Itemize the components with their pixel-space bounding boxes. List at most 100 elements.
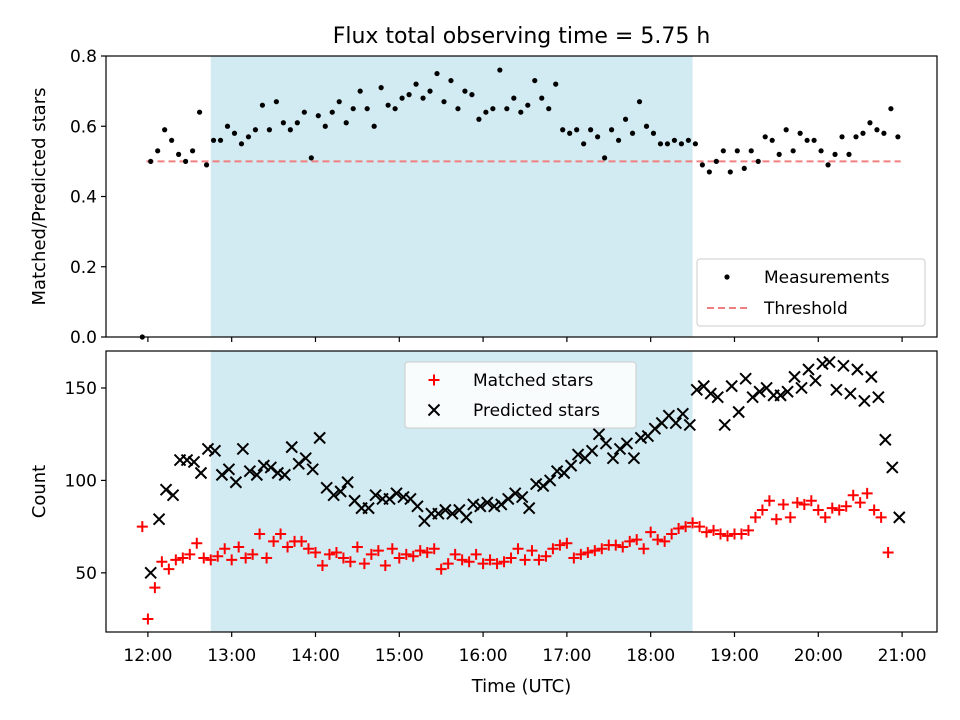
measurement-point bbox=[895, 134, 901, 140]
matched-star-point bbox=[254, 528, 266, 540]
predicted-star-point bbox=[292, 457, 305, 470]
measurement-point bbox=[685, 137, 691, 143]
predicted-star-point bbox=[648, 422, 662, 435]
legend-box bbox=[696, 258, 926, 327]
matched-star-point bbox=[854, 497, 866, 509]
predicted-star-point bbox=[564, 459, 578, 472]
measurement-point bbox=[546, 106, 552, 112]
y-tick-label: 100 bbox=[65, 471, 97, 491]
legend-threshold-label: Threshold bbox=[763, 299, 848, 319]
measurement-point bbox=[469, 92, 475, 98]
measurement-point bbox=[699, 162, 705, 168]
measurement-point bbox=[867, 120, 873, 126]
matched-star-point bbox=[330, 547, 342, 559]
predicted-star-point bbox=[334, 485, 347, 498]
matched-star-point bbox=[749, 511, 761, 523]
measurement-point bbox=[364, 106, 370, 112]
measurement-point bbox=[238, 141, 245, 147]
y-tick-label: 50 bbox=[75, 564, 97, 584]
measurement-point bbox=[301, 109, 307, 115]
measurement-point bbox=[217, 137, 224, 143]
matched-star-point bbox=[777, 498, 789, 510]
predicted-star-point bbox=[781, 385, 794, 398]
measurement-point bbox=[762, 134, 768, 140]
predicted-star-point bbox=[369, 488, 382, 502]
measurement-point bbox=[567, 130, 573, 136]
predicted-star-point bbox=[467, 498, 480, 511]
y-tick-label: 0.2 bbox=[70, 258, 97, 278]
matched-star-point bbox=[233, 541, 245, 553]
matched-star-point bbox=[372, 545, 384, 557]
matched-star-point bbox=[561, 537, 573, 549]
x-tick-label: 14:00 bbox=[291, 646, 340, 666]
measurement-point bbox=[308, 155, 314, 161]
predicted-star-point bbox=[599, 437, 613, 450]
measurement-point bbox=[588, 127, 594, 133]
predicted-star-point bbox=[180, 453, 194, 467]
legend-predicted-label: Predicted stars bbox=[473, 401, 600, 421]
predicted-star-point bbox=[362, 501, 375, 515]
predicted-star-point bbox=[397, 490, 410, 504]
measurement-point bbox=[280, 120, 286, 126]
matched-star-point bbox=[170, 554, 182, 566]
predicted-star-point bbox=[502, 492, 515, 506]
measurement-point bbox=[692, 141, 698, 147]
bottom-y-ticks: 50 100 150 bbox=[65, 379, 106, 584]
matched-star-point bbox=[582, 547, 594, 559]
predicted-star-point bbox=[432, 507, 445, 520]
predicted-star-point bbox=[788, 370, 801, 384]
predicted-star-point bbox=[774, 389, 787, 402]
measurement-point bbox=[155, 148, 161, 154]
predicted-star-point bbox=[851, 363, 864, 376]
measurement-point bbox=[860, 130, 866, 136]
predicted-star-point bbox=[739, 372, 752, 385]
matched-star-point bbox=[136, 521, 148, 533]
measurement-point bbox=[804, 137, 810, 143]
measurement-point bbox=[888, 106, 894, 112]
predicted-star-point bbox=[872, 391, 885, 404]
matched-star-point bbox=[226, 554, 238, 566]
matched-star-point bbox=[589, 545, 601, 557]
legend-box bbox=[404, 361, 637, 429]
measurement-point bbox=[671, 137, 678, 143]
matched-star-point bbox=[512, 543, 524, 555]
measurement-point bbox=[245, 134, 252, 140]
measurement-point bbox=[476, 116, 482, 122]
observing-window-shade-top bbox=[210, 56, 693, 337]
matched-star-point bbox=[763, 495, 775, 507]
measurement-point bbox=[294, 120, 300, 126]
matched-star-point bbox=[205, 554, 217, 566]
matched-star-point bbox=[526, 545, 538, 557]
bottom-axes-frame bbox=[105, 350, 938, 633]
measurement-point bbox=[818, 148, 824, 154]
measurement-point bbox=[846, 151, 852, 157]
measurement-point bbox=[203, 162, 210, 168]
measurement-point bbox=[518, 109, 524, 115]
predicted-star-point bbox=[809, 374, 822, 387]
matched-star-point bbox=[631, 534, 643, 546]
measurement-point bbox=[608, 127, 615, 133]
matched-star-point bbox=[470, 548, 482, 560]
matched-star-point bbox=[149, 582, 161, 594]
matched-star-point bbox=[819, 511, 831, 523]
predicted-star-point bbox=[446, 507, 459, 520]
predicted-star-point bbox=[383, 492, 396, 506]
measurement-point bbox=[343, 120, 349, 126]
x-tick-label: 15:00 bbox=[375, 646, 424, 666]
measurement-point bbox=[371, 123, 377, 129]
matched-star-point bbox=[694, 521, 706, 533]
predicted-star-point bbox=[271, 466, 284, 480]
measurement-point bbox=[748, 148, 754, 154]
measurement-point bbox=[315, 113, 321, 119]
predicted-star-point bbox=[152, 513, 166, 526]
matched-star-point bbox=[701, 526, 713, 538]
predicted-star-point bbox=[313, 431, 326, 445]
predicted-star-point bbox=[571, 448, 585, 461]
matched-star-point bbox=[687, 517, 699, 529]
predicted-star-point bbox=[515, 490, 529, 504]
matched-star-point bbox=[756, 504, 768, 516]
measurement-point bbox=[539, 95, 545, 101]
measurement-point bbox=[385, 102, 391, 108]
measurement-point bbox=[483, 109, 489, 115]
